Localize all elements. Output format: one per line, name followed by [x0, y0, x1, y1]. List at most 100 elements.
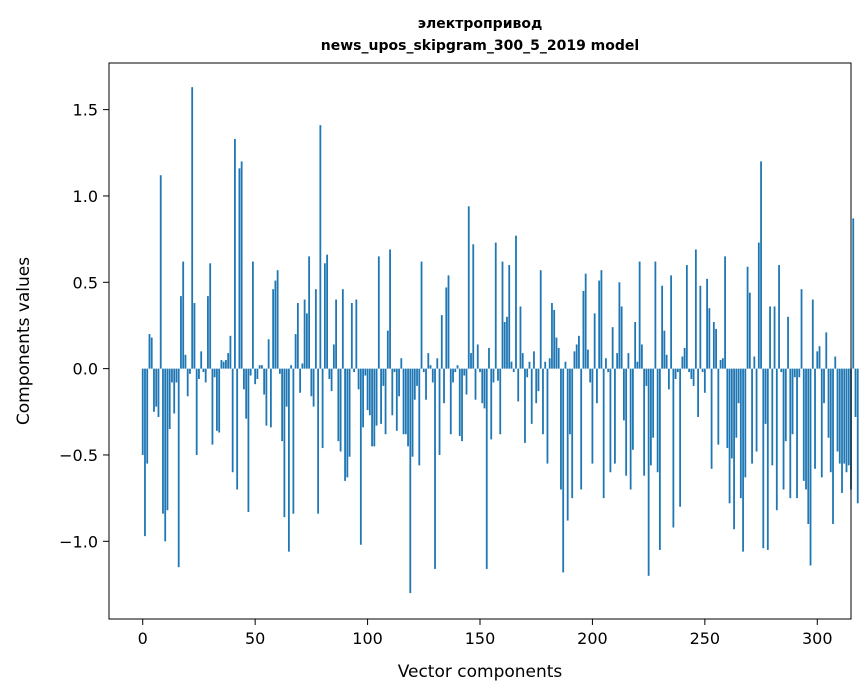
chart-title: электропривод: [418, 16, 543, 32]
bar: [535, 368, 538, 404]
bar: [240, 161, 243, 369]
bar: [398, 368, 400, 397]
bar: [544, 361, 547, 369]
bar: [177, 368, 180, 568]
bar: [499, 368, 502, 435]
bar: [814, 368, 816, 469]
bar: [735, 368, 738, 438]
bar: [551, 303, 553, 369]
bar: [818, 346, 821, 369]
bar: [357, 368, 360, 390]
bar: [823, 368, 825, 404]
bar: [688, 368, 691, 373]
bar: [368, 368, 371, 416]
y-tick-label: 0.0: [73, 360, 98, 379]
bar: [672, 368, 675, 528]
bar: [811, 299, 814, 369]
bar: [843, 368, 846, 464]
bar: [820, 368, 823, 478]
bar: [506, 316, 508, 369]
chart-subtitle: news_upos_skipgram_300_5_2019 model: [321, 38, 639, 54]
y-axis-label: Components values: [14, 257, 34, 425]
bar: [647, 368, 650, 576]
bar: [395, 368, 398, 431]
bar: [753, 356, 756, 369]
bar: [580, 368, 583, 490]
bar: [274, 280, 277, 369]
bar: [589, 368, 592, 383]
bar: [159, 175, 162, 369]
bar: [458, 368, 461, 436]
bar: [661, 285, 664, 369]
bar: [510, 361, 513, 369]
bar: [337, 368, 340, 442]
bar: [353, 368, 355, 373]
bar: [182, 261, 185, 369]
bar: [346, 368, 349, 478]
y-tick-label: 1.0: [73, 187, 98, 206]
bar: [359, 368, 362, 545]
bar: [470, 353, 472, 369]
bar: [807, 368, 810, 525]
bar: [600, 270, 603, 369]
bar: [634, 322, 637, 369]
bar: [744, 368, 747, 478]
bar: [155, 368, 158, 407]
x-tick-label: 50: [245, 629, 265, 648]
bar: [670, 275, 673, 369]
bar: [654, 261, 657, 369]
bar: [715, 328, 717, 369]
bar: [787, 316, 789, 369]
bar: [461, 368, 463, 442]
x-tick-label: 200: [577, 629, 608, 648]
bar: [591, 368, 594, 464]
bar: [834, 356, 837, 369]
bar: [278, 368, 281, 374]
bar: [231, 368, 234, 473]
bar: [685, 265, 688, 369]
bar: [344, 368, 346, 481]
bar: [620, 306, 623, 369]
bar: [629, 368, 632, 490]
bar: [404, 368, 407, 435]
bar: [784, 368, 787, 442]
bar: [247, 368, 250, 512]
bar: [751, 368, 753, 464]
bar: [676, 368, 679, 373]
bar: [703, 368, 706, 393]
bar: [479, 368, 481, 373]
bar: [742, 368, 744, 552]
bar: [625, 368, 628, 476]
bar: [569, 368, 571, 435]
bar: [222, 361, 225, 369]
bar: [380, 368, 382, 424]
bar: [164, 368, 167, 542]
x-tick-label: 300: [802, 629, 833, 648]
bar: [701, 368, 704, 373]
bar: [146, 368, 149, 464]
bar: [605, 358, 607, 369]
bar: [184, 354, 187, 369]
bar: [771, 368, 774, 466]
bar: [726, 368, 729, 449]
bar: [481, 368, 484, 404]
bar: [665, 354, 668, 369]
bar: [285, 368, 288, 407]
bar: [667, 368, 670, 390]
bar: [319, 125, 322, 369]
bar: [189, 368, 191, 374]
bar: [476, 344, 479, 369]
bar: [645, 368, 648, 386]
bar: [339, 368, 342, 452]
bar: [456, 365, 459, 369]
bar: [299, 368, 302, 393]
bar: [766, 368, 769, 550]
bar: [171, 368, 173, 383]
bar: [728, 368, 731, 504]
bar: [816, 351, 819, 369]
bar: [800, 289, 803, 369]
bar: [524, 368, 526, 443]
bar: [566, 368, 569, 521]
bar: [263, 368, 266, 395]
